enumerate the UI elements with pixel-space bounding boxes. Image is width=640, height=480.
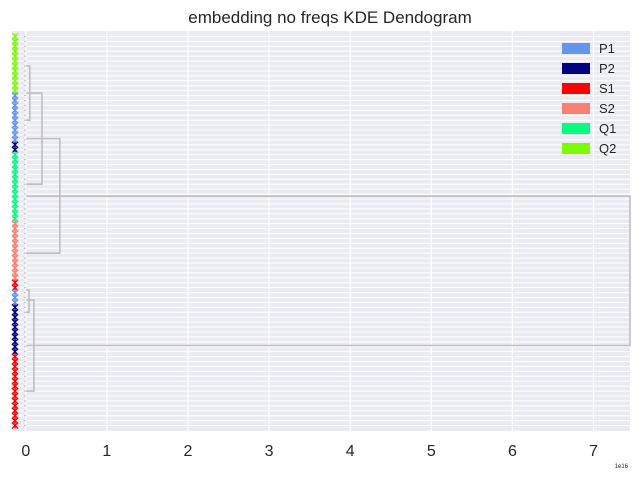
leaf-markers bbox=[11, 33, 19, 429]
legend-label: Q2 bbox=[599, 141, 616, 156]
x-tick-label: 3 bbox=[265, 443, 274, 460]
legend-swatch bbox=[562, 83, 590, 94]
x-tick-label: 4 bbox=[346, 443, 355, 460]
chart-title: embedding no freqs KDE Dendogram bbox=[188, 8, 472, 27]
dendrogram-link bbox=[26, 195, 631, 347]
legend-swatch bbox=[562, 103, 590, 114]
legend-swatch bbox=[562, 143, 590, 154]
legend-label: Q1 bbox=[599, 121, 616, 136]
legend-swatch bbox=[562, 63, 590, 74]
dendrogram-link bbox=[26, 289, 30, 314]
x-axis-ticks: 0 1 2 3 4 5 6 7 bbox=[21, 443, 598, 460]
x-tick-label: 2 bbox=[184, 443, 193, 460]
x-axis-offset-label: 1e16 bbox=[615, 464, 629, 470]
plot-area bbox=[12, 31, 630, 431]
legend: P1 P2 S1 S2 Q1 Q2 bbox=[562, 41, 616, 156]
legend-swatch bbox=[562, 43, 590, 54]
x-tick-label: 5 bbox=[427, 443, 436, 460]
legend-label: S2 bbox=[599, 101, 615, 116]
dendrogram-links bbox=[23, 35, 631, 427]
legend-swatch bbox=[562, 123, 590, 134]
x-tick-label: 0 bbox=[21, 443, 30, 460]
x-tick-label: 6 bbox=[508, 443, 517, 460]
legend-label: S1 bbox=[599, 81, 615, 96]
legend-label: P2 bbox=[599, 61, 615, 76]
x-tick-label: 1 bbox=[102, 443, 111, 460]
grid-lines bbox=[12, 31, 630, 431]
legend-label: P1 bbox=[599, 41, 615, 56]
x-tick-label: 7 bbox=[589, 443, 598, 460]
